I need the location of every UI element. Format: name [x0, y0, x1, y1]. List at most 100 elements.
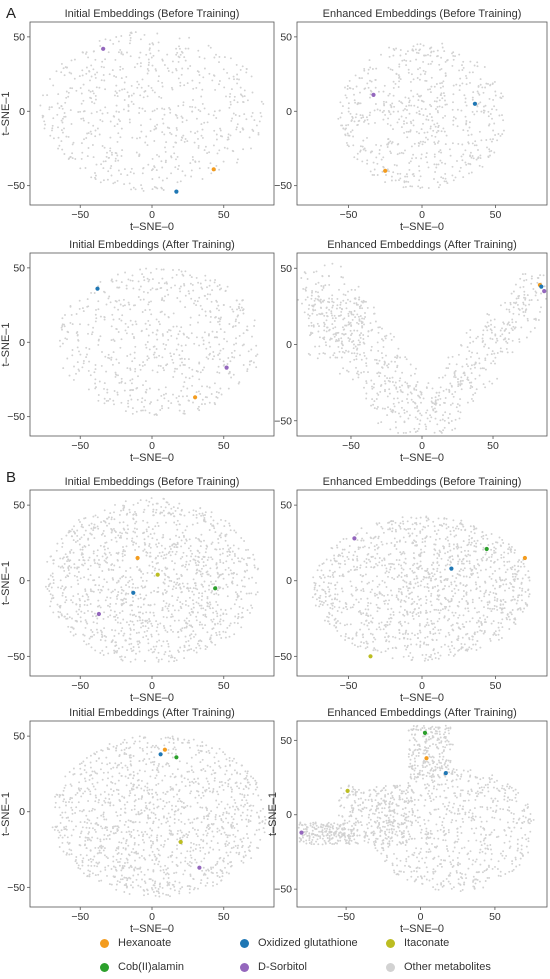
x-tick-label: 50 — [487, 440, 499, 452]
background-point — [397, 143, 400, 145]
background-point — [426, 582, 429, 585]
background-point — [425, 428, 428, 431]
background-point — [481, 337, 484, 340]
background-point — [96, 631, 99, 634]
background-point — [388, 55, 391, 58]
background-point — [63, 569, 66, 572]
background-point — [416, 406, 418, 409]
background-point — [438, 376, 441, 379]
background-point — [106, 561, 109, 564]
background-point — [468, 121, 471, 124]
background-point — [476, 611, 479, 614]
background-point — [524, 297, 527, 300]
background-point — [138, 364, 141, 366]
background-point — [52, 579, 55, 581]
background-point — [192, 509, 195, 512]
background-point — [180, 344, 183, 347]
background-point — [66, 613, 69, 616]
background-point — [94, 649, 97, 652]
background-point — [124, 656, 127, 659]
background-point — [383, 380, 386, 383]
background-point — [177, 164, 180, 167]
background-point — [509, 581, 512, 584]
background-point — [443, 130, 446, 133]
background-point — [89, 130, 92, 133]
background-point — [162, 343, 165, 345]
background-point — [379, 390, 382, 393]
background-point — [70, 72, 73, 75]
background-point — [162, 367, 165, 369]
background-point — [419, 43, 422, 46]
background-point — [177, 619, 180, 622]
background-point — [501, 133, 504, 136]
background-point — [362, 301, 364, 304]
background-point — [502, 129, 505, 132]
background-point — [339, 301, 342, 304]
background-point — [72, 595, 75, 598]
background-point — [52, 582, 55, 585]
background-point — [469, 81, 471, 84]
background-point — [423, 585, 426, 588]
background-point — [140, 124, 142, 127]
background-point — [490, 149, 493, 152]
background-point — [73, 77, 76, 80]
background-point — [149, 604, 152, 607]
background-point — [119, 120, 121, 123]
background-point — [198, 378, 201, 381]
background-point — [311, 312, 314, 315]
background-point — [346, 555, 349, 558]
background-point — [204, 403, 206, 405]
background-point — [430, 105, 433, 108]
background-point — [163, 313, 166, 316]
background-point — [390, 338, 393, 341]
background-point — [404, 632, 407, 635]
background-point — [540, 292, 543, 295]
background-point — [108, 73, 111, 76]
background-point — [234, 615, 237, 618]
background-point — [316, 357, 319, 360]
background-point — [317, 295, 320, 298]
background-point — [482, 548, 485, 551]
background-point — [83, 600, 86, 603]
background-point — [90, 610, 93, 613]
background-point — [186, 140, 189, 143]
background-point — [377, 596, 380, 599]
background-point — [508, 332, 511, 334]
background-point — [193, 635, 195, 638]
background-point — [513, 580, 516, 582]
background-point — [382, 531, 385, 534]
background-point — [161, 609, 164, 611]
background-point — [475, 388, 478, 391]
background-point — [357, 315, 360, 318]
background-point — [449, 549, 452, 552]
background-point — [169, 548, 172, 550]
background-point — [503, 579, 506, 582]
background-point — [399, 172, 402, 175]
background-point — [115, 152, 118, 155]
background-point — [67, 91, 70, 94]
background-point — [380, 158, 383, 161]
background-point — [109, 120, 112, 123]
background-point — [382, 166, 385, 169]
background-point — [214, 88, 217, 91]
background-point — [74, 541, 77, 543]
background-point — [419, 631, 422, 634]
background-point — [177, 636, 180, 639]
background-point — [483, 606, 485, 609]
background-point — [356, 329, 359, 332]
background-point — [185, 119, 188, 122]
background-point — [114, 160, 117, 162]
background-point — [198, 56, 201, 58]
background-point — [493, 105, 496, 108]
background-point — [419, 646, 422, 648]
background-point — [409, 363, 412, 366]
background-point — [175, 67, 177, 70]
background-point — [208, 529, 211, 531]
background-point — [307, 313, 310, 316]
background-point — [99, 109, 102, 112]
background-point — [225, 560, 228, 563]
background-point — [173, 562, 176, 565]
background-point — [435, 391, 438, 394]
background-point — [191, 590, 194, 593]
background-point — [69, 530, 72, 533]
